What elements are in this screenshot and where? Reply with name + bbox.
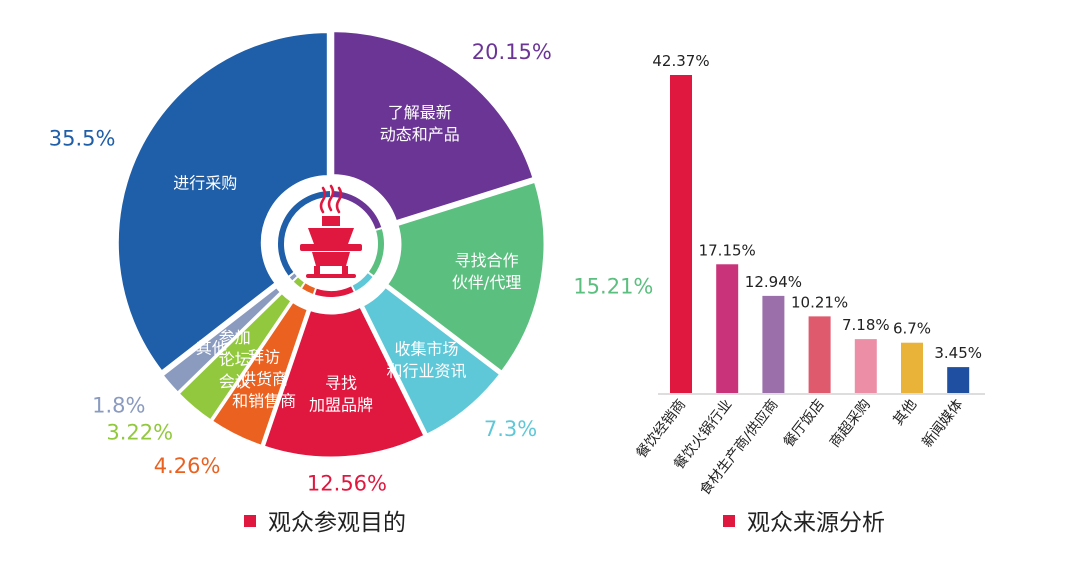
pie-slice-label: 进行采购 [173, 173, 237, 192]
bar-title-marker [723, 515, 735, 527]
bar [947, 367, 970, 393]
pie-chart-purpose: 了解最新动态和产品寻找合作伙伴/代理收集市场和行业资讯寻找加盟品牌拜访供货商和销… [49, 29, 654, 536]
pie-percent-label: 35.5% [49, 126, 116, 150]
pie-center-ring-segment [331, 191, 382, 230]
bar-category-label: 食材生产商/供应商 [696, 396, 781, 498]
bar [808, 316, 831, 393]
bar [854, 339, 877, 393]
bar-value-label: 7.18% [842, 316, 890, 334]
pie-slice-label: 收集市场和行业资讯 [387, 340, 467, 381]
pie-center-ring-segment [289, 273, 297, 281]
bars [670, 75, 970, 393]
pie-slice [360, 284, 503, 438]
bar-value-label: 17.15% [699, 241, 756, 259]
bar-title: 观众来源分析 [747, 510, 885, 536]
pie-slice-labels: 了解最新动态和产品寻找合作伙伴/代理收集市场和行业资讯寻找加盟品牌拜访供货商和销… [173, 103, 521, 415]
pie-slice-label: 寻找加盟品牌 [309, 374, 373, 415]
pie-slice-label: 了解最新动态和产品 [380, 103, 460, 144]
bar-value-label: 42.37% [652, 52, 709, 70]
bar-category-label: 餐厅饭店 [781, 397, 828, 451]
pie-percent-label: 3.22% [106, 421, 173, 445]
pie-percent-label: 7.3% [484, 417, 537, 441]
bar-value-label: 6.7% [893, 320, 931, 338]
pie-title: 观众参观目的 [268, 510, 406, 536]
pie-slices [115, 29, 547, 460]
pie-slice [261, 304, 428, 460]
bar-category-label: 新闻媒体 [919, 397, 966, 451]
bar-value-label: 10.21% [791, 293, 848, 311]
pie-slice-label: 参加论坛会议 [219, 328, 251, 391]
bar-value-labels: 42.37% 17.15% 12.94% 10.21% 7.18% 6.7%3.45% [652, 52, 982, 362]
bar-value-label: 12.94% [745, 273, 802, 291]
hotpot-icon [300, 184, 362, 278]
pie-title-marker [244, 515, 256, 527]
pie-percent-label: 12.56% [307, 471, 387, 495]
bar [762, 295, 785, 393]
pie-percent-label: 1.8% [92, 394, 145, 418]
pie-slice-label: 拜访供货商和销售商 [232, 347, 296, 410]
pie-center-ring-segment [293, 277, 304, 288]
pie-center-ring [278, 191, 384, 297]
bar [670, 75, 692, 393]
pie-slice [331, 29, 536, 224]
bar [716, 264, 739, 393]
pie-slice [384, 179, 547, 375]
pie-percent-label: 20.15% [472, 40, 552, 64]
pie-percent-label: 4.26% [154, 454, 221, 478]
bar-chart-source: 42.37% 17.15% 12.94% 10.21% 7.18% 6.7%3.45% 餐… [633, 52, 985, 536]
pie-slice-label: 寻找合作伙伴/代理 [452, 251, 521, 292]
pie-center-ring-segment [352, 273, 373, 291]
pie-percent-labels: 20.15% 15.21% 7.3% 12.56% 4.26% 3.22% 1.8% 35.5… [49, 40, 654, 495]
bar [901, 342, 923, 393]
pie-slice [159, 284, 284, 396]
pie-center-ring-segment [314, 286, 354, 297]
pie-center-ring-segment [278, 191, 331, 276]
bar-category-label: 其他 [890, 397, 920, 429]
pie-slice-label: 其他 [196, 339, 228, 358]
pie-center-ring-segment [302, 283, 316, 294]
pie-center [265, 178, 397, 310]
pie-slice [115, 30, 330, 375]
pie-center-ring-segment [368, 229, 384, 276]
pie-percent-label: 15.21% [573, 274, 653, 298]
bar-value-label: 3.45% [934, 344, 982, 362]
bar-category-label: 商超采购 [827, 397, 874, 451]
